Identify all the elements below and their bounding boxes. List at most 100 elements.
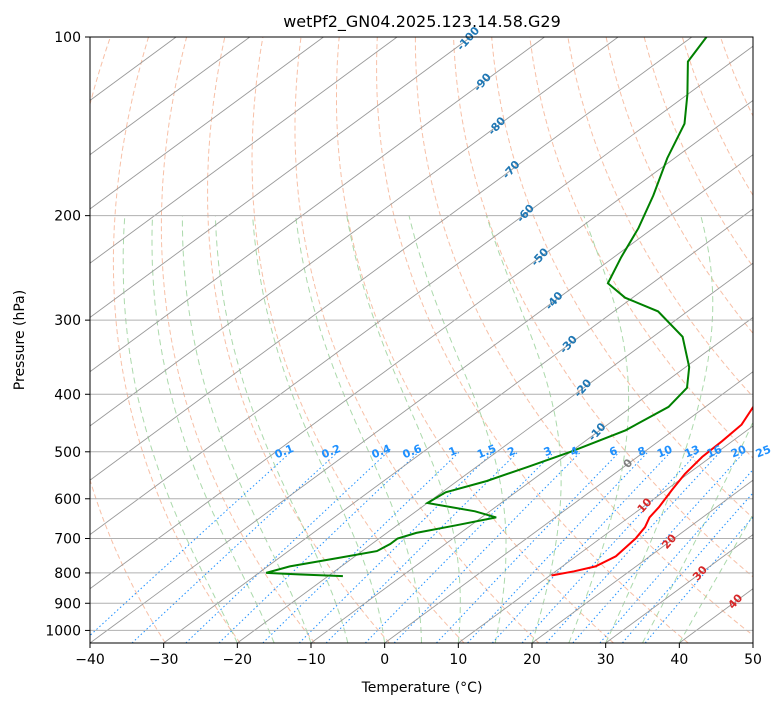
isotherm-label: -90 — [471, 70, 494, 94]
isotherm — [531, 479, 753, 643]
dewpoint-profile — [265, 37, 708, 578]
mixing-ratio-line — [298, 451, 494, 643]
mixing-ratio-line — [622, 492, 753, 643]
dry-adiabat — [112, 37, 241, 643]
mixing-ratio-label: 1.5 — [475, 442, 498, 461]
chart-title: wetPf2_GN04.2025.123.14.58.G29 — [283, 12, 561, 32]
x-tick-label: 50 — [744, 652, 762, 668]
mixing-ratio-label: 8 — [636, 444, 648, 459]
dry-adiabat — [605, 37, 753, 335]
isotherm — [90, 154, 753, 643]
plot-frame — [89, 36, 754, 644]
isotherm-label: 0 — [621, 456, 636, 471]
isotherm — [310, 316, 753, 643]
y-tick-label: 300 — [54, 313, 81, 329]
y-tick-label: 600 — [54, 492, 81, 508]
mixing-ratio-line — [599, 469, 753, 643]
moist-adiabat — [642, 420, 753, 643]
isotherm-label: -30 — [557, 333, 580, 357]
isotherm-zero — [384, 371, 753, 643]
isotherm — [90, 37, 398, 264]
isotherm — [90, 37, 693, 481]
dry-adiabat — [251, 37, 465, 643]
x-axis-label: Temperature (°C) — [361, 680, 483, 696]
dry-adiabat — [294, 37, 540, 643]
dry-adiabat — [160, 37, 316, 643]
y-tick-label: 400 — [54, 387, 81, 403]
moist-adiabat — [408, 215, 507, 643]
y-tick-label: 100 — [54, 30, 81, 46]
isotherm-label: 40 — [725, 591, 745, 611]
moist-adiabat — [151, 215, 275, 643]
y-tick-label: 800 — [54, 566, 81, 582]
x-tick-label: 30 — [597, 652, 615, 668]
mixing-ratio-label: 13 — [683, 443, 702, 461]
x-tick-label: 20 — [523, 652, 541, 668]
moist-adiabat — [122, 215, 238, 643]
isotherm — [90, 99, 753, 590]
moist-adiabat — [605, 215, 714, 643]
mixing-ratio-line — [90, 451, 292, 637]
dry-adiabat — [90, 37, 166, 643]
dry-adiabat — [759, 37, 775, 643]
isotherm-label: -10 — [586, 420, 609, 444]
mixing-ratio-line — [185, 451, 389, 643]
dry-adiabat — [567, 37, 753, 398]
isotherm — [605, 533, 753, 643]
profiles — [265, 37, 753, 578]
x-tick-label: −20 — [223, 652, 253, 668]
dry-adiabat — [376, 37, 689, 643]
mixing-ratio-label: 10 — [655, 443, 674, 461]
mixing-ratio-label: 16 — [705, 443, 724, 461]
isotherm — [90, 37, 545, 373]
dry-adiabat — [414, 37, 753, 636]
isotherm — [90, 45, 753, 536]
x-tick-label: −30 — [149, 652, 179, 668]
background-lines — [90, 37, 775, 643]
isotherm — [752, 642, 753, 643]
dry-adiabat — [643, 37, 753, 268]
isotherm-label: 20 — [659, 531, 679, 551]
moist-adiabat — [181, 215, 312, 643]
x-tick-label: 40 — [670, 652, 688, 668]
isotherm — [163, 208, 753, 643]
isotherm-label: -60 — [514, 201, 537, 225]
y-tick-label: 200 — [54, 209, 81, 225]
dry-adiabat — [529, 37, 753, 459]
dry-adiabat — [681, 37, 753, 197]
y-tick-label: 500 — [54, 445, 81, 461]
isotherm — [237, 262, 753, 643]
moist-adiabat — [346, 215, 461, 643]
mixing-ratio-line — [262, 451, 460, 643]
y-tick-label: 700 — [54, 532, 81, 548]
temperature-profile — [551, 404, 753, 577]
dry-adiabat — [207, 37, 390, 643]
y-axis-label: Pressure (hPa) — [12, 290, 28, 390]
mixing-ratio-line — [572, 451, 745, 643]
mixing-ratio-line — [325, 451, 519, 643]
dry-adiabat — [453, 37, 753, 578]
isotherm — [90, 37, 472, 319]
y-axis: 100 200 300 400 500 600 700 800 900 1000 — [45, 30, 90, 639]
isotherm — [458, 425, 753, 643]
mixing-ratio-label: 2 — [505, 444, 517, 459]
mixing-ratio-label: 0.2 — [320, 442, 343, 461]
y-tick-label: 900 — [54, 596, 81, 612]
moist-adiabat — [214, 215, 349, 643]
y-tick-label: 1000 — [45, 623, 81, 639]
moist-adiabat — [678, 513, 753, 643]
isotherm-label: -80 — [485, 114, 508, 138]
isotherm — [90, 37, 324, 210]
mixing-ratio-label: 0.6 — [401, 442, 424, 461]
mixing-ratio-line — [545, 451, 721, 643]
mixing-ratio-line — [364, 451, 555, 643]
x-tick-label: −10 — [296, 652, 326, 668]
mixing-ratio-label: 0.1 — [273, 442, 296, 461]
x-axis: −40 −30 −20 −10 0 10 20 30 40 50 — [75, 643, 762, 668]
moist-adiabat — [568, 215, 630, 643]
moist-adiabat — [485, 215, 562, 643]
isotherm-label: -40 — [543, 289, 566, 313]
mixing-ratio-label: 20 — [729, 443, 748, 461]
x-tick-label: 10 — [449, 652, 467, 668]
